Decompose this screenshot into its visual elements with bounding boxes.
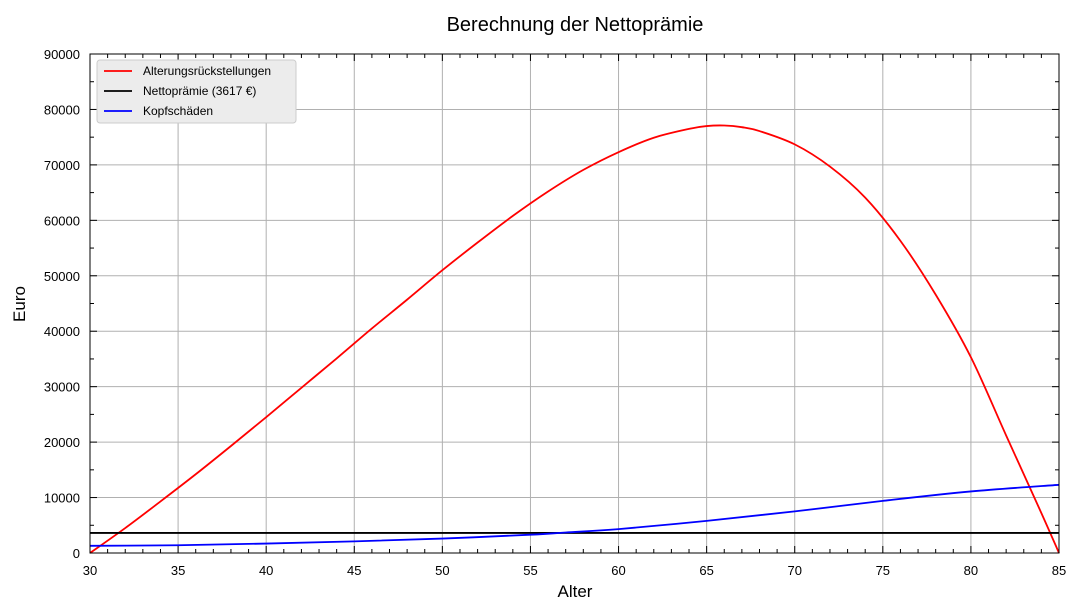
series-group [89,124,1060,554]
grid [89,53,1060,554]
legend-label-0: Alterungsrückstellungen [143,64,271,78]
legend-label-2: Kopfschäden [143,104,213,118]
x-tick-label: 55 [523,563,537,578]
tick-labels: 30 35 40 45 50 55 60 65 70 75 80 85 0 10000 20000 30000… [44,47,1066,578]
ticks [89,53,1060,554]
x-tick-label: 75 [876,563,890,578]
x-tick-label: 85 [1052,563,1066,578]
y-tick-label: 10000 [44,491,80,506]
x-tick-label: 35 [171,563,185,578]
y-tick-label: 0 [73,546,80,561]
x-tick-label: 40 [259,563,273,578]
y-tick-label: 30000 [44,380,80,395]
plot-frame [89,53,1060,554]
x-tick-label: 70 [787,563,801,578]
y-tick-label: 90000 [44,47,80,62]
x-tick-label: 45 [347,563,361,578]
x-tick-label: 30 [83,563,97,578]
x-axis-label: Alter [558,582,593,601]
y-tick-label: 40000 [44,324,80,339]
legend: Alterungsrückstellungen Nettoprämie (3617… [96,59,297,124]
series-line-0 [89,124,1060,554]
x-tick-label: 50 [435,563,449,578]
y-tick-label: 80000 [44,102,80,117]
y-tick-label: 60000 [44,213,80,228]
y-tick-label: 70000 [44,158,80,173]
legend-label-1: Nettoprämie (3617 €) [143,84,256,98]
chart-title: Berechnung der Nettoprämie [447,14,704,36]
legend-box [96,59,297,124]
series-line-2 [89,483,1060,547]
x-tick-label: 65 [699,563,713,578]
x-tick-label: 60 [611,563,625,578]
y-tick-label: 20000 [44,435,80,450]
x-tick-label: 80 [964,563,978,578]
y-axis-label: Euro [10,286,29,322]
y-tick-label: 50000 [44,269,80,284]
